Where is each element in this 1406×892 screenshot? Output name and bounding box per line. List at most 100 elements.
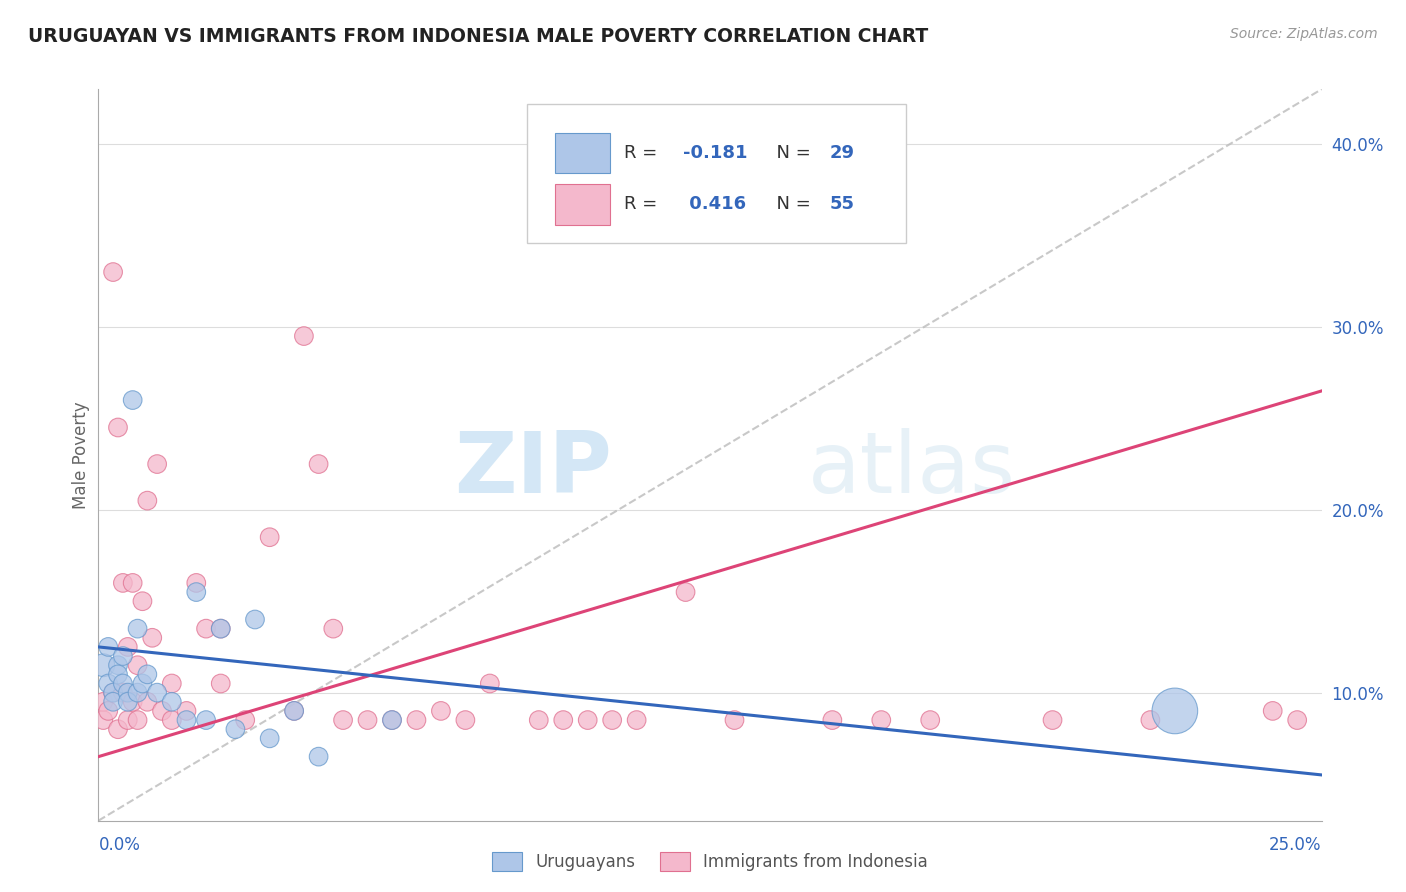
Point [195,622,218,636]
Point [121,576,143,591]
Point [723,713,745,727]
Point [127,622,149,636]
Point [117,685,139,699]
Point [150,704,173,718]
Point [381,713,404,727]
Text: Source: ZipAtlas.com: Source: ZipAtlas.com [1230,27,1378,41]
Point [91,695,114,709]
Point [576,713,599,727]
Point [160,713,183,727]
Point [209,676,232,690]
Point [141,631,163,645]
Text: ZIP: ZIP [454,428,612,511]
Point [308,749,330,764]
Point [1164,704,1187,718]
Point [1139,713,1161,727]
Text: 0.0%: 0.0% [98,836,141,854]
Point [117,695,139,709]
Text: N =: N = [765,144,817,161]
Point [101,685,124,699]
Point [131,594,153,608]
Point [308,457,330,471]
Point [91,713,114,727]
Point [920,713,942,727]
Point [821,713,844,727]
Point [136,493,159,508]
Point [870,713,893,727]
Text: 29: 29 [830,144,855,161]
Text: URUGUAYAN VS IMMIGRANTS FROM INDONESIA MALE POVERTY CORRELATION CHART: URUGUAYAN VS IMMIGRANTS FROM INDONESIA M… [28,27,928,45]
Point [107,723,129,737]
Point [127,713,149,727]
Point [626,713,648,727]
Point [259,530,281,544]
Point [553,713,575,727]
Point [111,649,134,664]
Point [101,685,124,699]
Point [121,392,143,407]
Text: -0.181: -0.181 [683,144,748,161]
Point [186,585,208,599]
Text: 55: 55 [830,195,855,213]
Point [405,713,427,727]
Point [111,576,134,591]
Point [209,622,232,636]
Point [117,640,139,654]
Text: R =: R = [624,195,664,213]
Point [381,713,404,727]
Point [176,713,198,727]
Point [107,667,129,681]
Point [195,713,218,727]
Point [107,658,129,673]
Point [1042,713,1064,727]
Point [97,640,120,654]
Point [107,420,129,434]
Point [224,723,246,737]
Point [136,667,159,681]
Point [283,704,305,718]
FancyBboxPatch shape [555,185,610,225]
Text: atlas: atlas [808,428,1017,511]
Legend: Uruguayans, Immigrants from Indonesia: Uruguayans, Immigrants from Indonesia [485,846,935,878]
Point [97,676,120,690]
Point [600,713,623,727]
Point [91,658,114,673]
Point [478,676,501,690]
Point [160,676,183,690]
Point [332,713,354,727]
Point [209,622,232,636]
Point [186,576,208,591]
Point [243,612,266,626]
Point [233,713,256,727]
Point [176,704,198,718]
Text: 25.0%: 25.0% [1270,836,1322,854]
Point [259,731,281,746]
Point [454,713,477,727]
Text: 0.416: 0.416 [683,195,747,213]
Point [131,676,153,690]
Point [675,585,697,599]
Point [111,685,134,699]
Point [356,713,378,727]
Point [111,676,134,690]
Point [121,695,143,709]
Point [136,695,159,709]
Text: N =: N = [765,195,817,213]
Point [127,658,149,673]
Point [1286,713,1309,727]
Point [101,265,124,279]
Point [283,704,305,718]
Point [146,457,169,471]
FancyBboxPatch shape [526,103,905,243]
Point [1261,704,1284,718]
Point [146,685,169,699]
Point [127,685,149,699]
Point [322,622,344,636]
Point [117,713,139,727]
FancyBboxPatch shape [555,133,610,173]
Text: R =: R = [624,144,664,161]
Point [160,695,183,709]
Point [527,713,550,727]
Point [292,329,315,343]
Point [97,704,120,718]
